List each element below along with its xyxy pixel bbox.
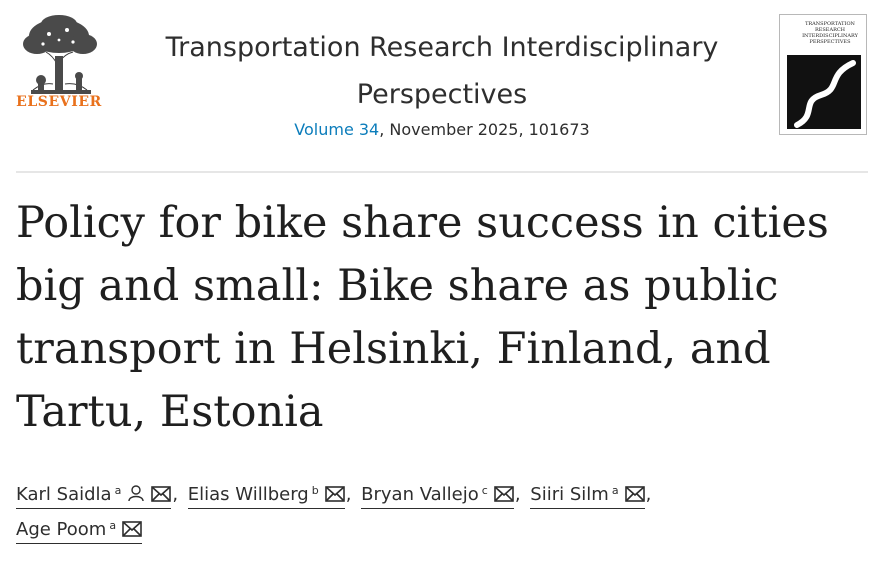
publisher-name[interactable]: ELSEVIER xyxy=(16,94,102,110)
journal-header: ELSEVIER Transportation Research Interdi… xyxy=(0,0,877,172)
header-divider xyxy=(16,171,868,173)
author-siiri-silm[interactable]: Siiri Silm a xyxy=(530,478,645,509)
person-icon xyxy=(127,484,145,502)
issue-line: Volume 34, November 2025, 101673 xyxy=(118,120,766,139)
mail-icon xyxy=(494,486,514,502)
article-title: Policy for bike share success in cities … xyxy=(16,198,829,437)
mail-icon xyxy=(122,521,142,537)
author-separator: , xyxy=(645,484,652,505)
issue-details: , November 2025, 101673 xyxy=(379,120,590,139)
cover-road-icon xyxy=(787,55,861,129)
journal-title-link[interactable]: Transportation Research Interdisciplinar… xyxy=(165,32,719,110)
cover-title: TRANSPORTATION RESEARCH INTERDISCIPLINAR… xyxy=(802,21,858,45)
author-separator: , xyxy=(514,484,521,505)
elsevier-tree-icon xyxy=(23,15,97,94)
mail-icon xyxy=(151,486,172,502)
author-bryan-vallejo[interactable]: Bryan Vallejo c xyxy=(361,478,514,509)
journal-info: Transportation Research Interdisciplinar… xyxy=(118,24,766,139)
mail-icon xyxy=(324,486,345,502)
elsevier-logo[interactable] xyxy=(13,12,105,117)
author-separator: , xyxy=(172,484,179,505)
author-list: Karl Saidla a, Elias Willberg b, Bryan Val… xyxy=(16,477,776,547)
author-elias-willberg[interactable]: Elias Willberg b xyxy=(187,478,345,509)
author-separator: , xyxy=(345,484,352,505)
volume-link[interactable]: Volume 34 xyxy=(294,120,380,139)
journal-cover-thumbnail[interactable]: TRANSPORTATION RESEARCH INTERDISCIPLINAR… xyxy=(779,14,867,135)
author-karl-saidla[interactable]: Karl Saidla a xyxy=(16,478,172,509)
mail-icon xyxy=(624,486,645,502)
author-age-poom[interactable]: Age Poom a xyxy=(16,513,143,544)
